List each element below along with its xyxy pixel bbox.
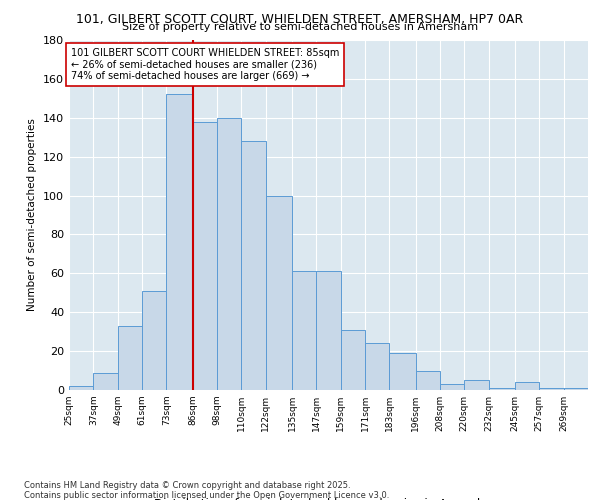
Bar xyxy=(241,141,266,390)
Bar xyxy=(142,291,166,390)
Bar xyxy=(193,122,217,390)
Bar xyxy=(266,196,292,390)
Text: Contains public sector information licensed under the Open Government Licence v3: Contains public sector information licen… xyxy=(24,491,389,500)
Bar xyxy=(292,272,316,390)
Bar xyxy=(440,384,464,390)
Bar xyxy=(166,94,193,390)
Bar xyxy=(389,353,416,390)
Bar xyxy=(515,382,539,390)
Bar xyxy=(488,388,515,390)
Bar xyxy=(464,380,488,390)
Bar xyxy=(563,388,588,390)
X-axis label: Distribution of semi-detached houses by size in Amersham: Distribution of semi-detached houses by … xyxy=(154,498,503,500)
Text: 101 GILBERT SCOTT COURT WHIELDEN STREET: 85sqm
← 26% of semi-detached houses are: 101 GILBERT SCOTT COURT WHIELDEN STREET:… xyxy=(71,48,340,81)
Text: Size of property relative to semi-detached houses in Amersham: Size of property relative to semi-detach… xyxy=(122,22,478,32)
Bar xyxy=(365,344,389,390)
Bar xyxy=(316,272,341,390)
Text: 101, GILBERT SCOTT COURT, WHIELDEN STREET, AMERSHAM, HP7 0AR: 101, GILBERT SCOTT COURT, WHIELDEN STREE… xyxy=(76,12,524,26)
Bar xyxy=(69,386,94,390)
Bar xyxy=(118,326,142,390)
Y-axis label: Number of semi-detached properties: Number of semi-detached properties xyxy=(28,118,37,312)
Bar xyxy=(416,370,440,390)
Bar xyxy=(341,330,365,390)
Bar xyxy=(539,388,563,390)
Bar xyxy=(217,118,241,390)
Text: Contains HM Land Registry data © Crown copyright and database right 2025.: Contains HM Land Registry data © Crown c… xyxy=(24,481,350,490)
Bar xyxy=(94,372,118,390)
